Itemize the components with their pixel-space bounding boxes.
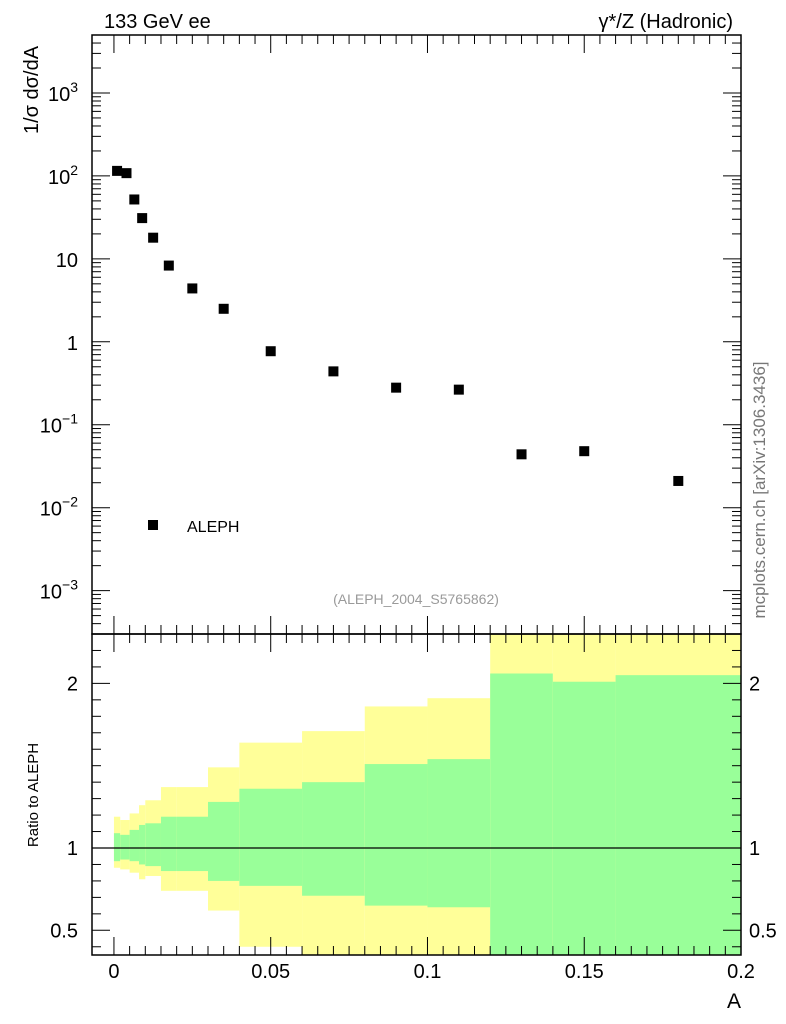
main-y-tick-label: 10−3 bbox=[40, 577, 78, 604]
x-tick-label: 0.05 bbox=[251, 961, 290, 983]
data-point bbox=[121, 168, 132, 179]
data-point bbox=[391, 382, 402, 393]
ratio-inner-band-bin bbox=[490, 673, 553, 955]
ratio-inner-band-bin bbox=[302, 782, 365, 896]
ratio-inner-band-bin bbox=[364, 764, 428, 906]
data-point bbox=[218, 303, 229, 314]
main-axes: 10−3 10−2 10−1 1 10 102 103 bbox=[40, 34, 742, 635]
ratio-y-tick-label: 0.5 bbox=[749, 920, 777, 942]
main-plot-frame bbox=[91, 34, 742, 635]
main-y-axis-label: 1/σ dσ/dA bbox=[21, 45, 43, 134]
data-point bbox=[148, 232, 159, 243]
data-point bbox=[129, 194, 140, 205]
data-point bbox=[137, 213, 148, 224]
chart-title: 133 GeV ee bbox=[104, 11, 211, 33]
x-tick-label: 0 bbox=[108, 961, 119, 983]
main-y-tick-label: 102 bbox=[48, 162, 78, 189]
main-y-tick-label: 1 bbox=[67, 333, 78, 355]
ratio-inner-band-bin bbox=[139, 824, 146, 865]
ratio-y-tick-label: 2 bbox=[749, 673, 760, 695]
ratio-y-tick-label: 2 bbox=[67, 673, 78, 695]
ratio-inner-band-bin bbox=[427, 759, 491, 908]
x-tick-label: 0.2 bbox=[727, 961, 755, 983]
ratio-inner-band-bin bbox=[208, 801, 240, 881]
main-y-tick-label: 10−2 bbox=[40, 494, 78, 521]
x-tick-label: 0.15 bbox=[565, 961, 604, 983]
analysis-watermark: (ALEPH_2004_S5765862) bbox=[333, 591, 499, 607]
ratio-inner-band-bin bbox=[552, 681, 616, 955]
legend-label: ALEPH bbox=[187, 519, 239, 536]
chart-subtitle: γ*/Z (Hadronic) bbox=[599, 11, 733, 33]
x-axis-label: A bbox=[727, 990, 741, 1013]
data-point bbox=[516, 449, 527, 460]
x-tick-label: 0.1 bbox=[414, 961, 442, 983]
ratio-inner-band-bin bbox=[145, 823, 161, 867]
data-point bbox=[579, 446, 590, 457]
ratio-bands bbox=[92, 634, 741, 955]
data-point bbox=[673, 475, 684, 486]
data-point bbox=[453, 384, 464, 395]
ratio-inner-band-bin bbox=[176, 816, 209, 872]
data-point bbox=[265, 346, 276, 357]
ratio-y-tick-label: 1 bbox=[67, 838, 78, 860]
ratio-y-tick-label: 1 bbox=[749, 838, 760, 860]
legend-marker bbox=[148, 520, 158, 530]
ratio-y-tick-label: 0.5 bbox=[50, 920, 78, 942]
ratio-y-axis-label: Ratio to ALEPH bbox=[25, 743, 42, 847]
ratio-inner-band-bin bbox=[239, 788, 303, 886]
data-point bbox=[163, 260, 174, 271]
ratio-inner-band-bin bbox=[120, 834, 130, 860]
main-y-tick-label: 103 bbox=[48, 79, 78, 106]
ratio-inner-band-bin bbox=[113, 833, 121, 862]
data-points bbox=[112, 165, 684, 486]
main-y-tick-label: 10 bbox=[56, 250, 78, 272]
data-point bbox=[112, 165, 123, 176]
data-point bbox=[187, 283, 198, 294]
ratio-inner-band-bin bbox=[615, 675, 741, 955]
data-point bbox=[328, 366, 339, 377]
ratio-inner-band-bin bbox=[129, 829, 140, 862]
side-source-label: mcplots.cern.ch [arXiv:1306.3436] bbox=[750, 361, 769, 618]
ratio-inner-band-bin bbox=[160, 816, 177, 872]
main-y-tick-label: 10−1 bbox=[40, 411, 78, 438]
